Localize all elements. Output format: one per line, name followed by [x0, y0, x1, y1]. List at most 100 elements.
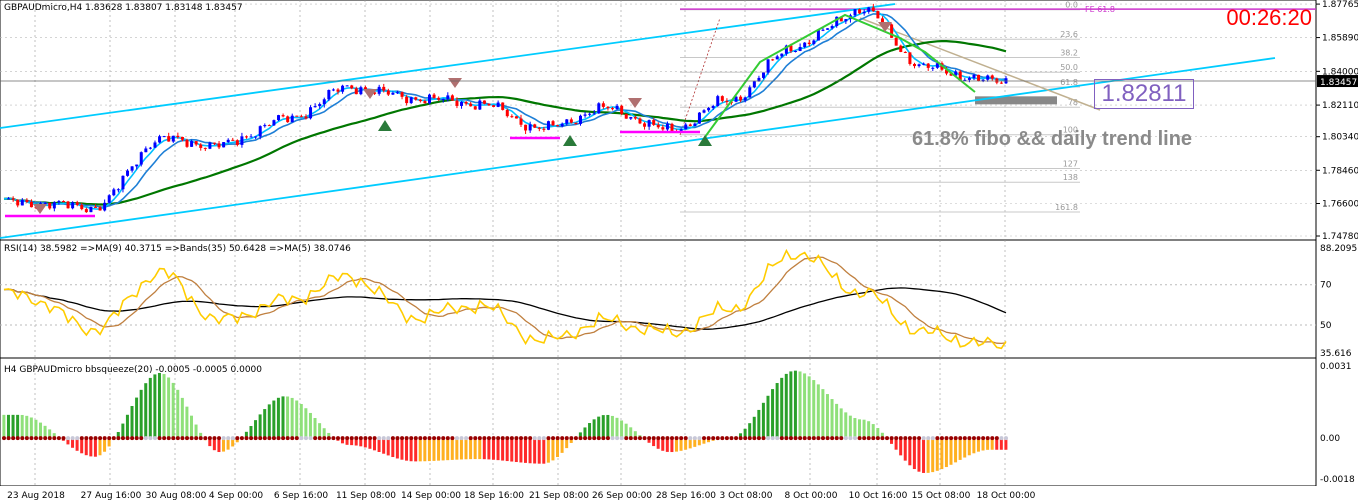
candle-body — [853, 9, 857, 16]
squeeze-dot — [967, 436, 972, 441]
squeeze-dot — [116, 436, 121, 441]
candle-body — [771, 59, 775, 61]
bbsqueeze-bar — [171, 382, 175, 439]
squeeze-dot — [724, 436, 729, 441]
squeeze-dot — [692, 436, 697, 441]
squeeze-dot — [953, 436, 958, 441]
candle-body — [812, 40, 816, 44]
candle-body — [176, 135, 180, 138]
rsi-pane[interactable]: 88.2095 70 50 35.616 — [0, 240, 1358, 358]
squeeze-dot — [203, 436, 208, 441]
candle-body — [318, 104, 322, 107]
squeeze-dot — [848, 436, 853, 441]
time-label: 14 Sep 00:00 — [401, 491, 461, 501]
ma-mid-line — [3, 13, 1007, 208]
candle-body — [487, 103, 491, 106]
squeeze-dot — [230, 436, 235, 441]
rsi-tick-label: 70 — [1320, 281, 1332, 291]
bbsqueeze-bar — [912, 438, 916, 470]
current-price-label: 1.83457 — [1320, 78, 1357, 88]
bbsqueeze-bar — [295, 400, 299, 439]
squeeze-dot — [706, 436, 711, 441]
candle-body — [876, 11, 880, 19]
candle-body — [601, 103, 605, 107]
squeeze-dot — [665, 436, 670, 441]
squeeze-dot — [949, 436, 954, 441]
squeeze-dot — [157, 436, 162, 441]
bbsqueeze-tick-label: 0.0031 — [1320, 362, 1352, 372]
bbsqueeze-bar — [496, 438, 500, 461]
rsi-tick-label: 88.2095 — [1320, 244, 1357, 254]
bbsqueeze-bar — [373, 438, 377, 451]
candle-body — [615, 105, 619, 110]
candle-body — [656, 124, 660, 128]
bbsqueeze-bar — [816, 384, 820, 439]
bbsqueeze-bar — [304, 408, 308, 439]
sell-arrow-icon — [448, 78, 462, 88]
rsi-grid — [0, 240, 1317, 358]
squeeze-dot — [532, 436, 537, 441]
candle-body — [922, 63, 926, 65]
bbsqueeze-bar — [990, 438, 994, 450]
bbsqueeze-pane[interactable]: 0.0031 0.00 -0.0018 — [0, 358, 1358, 486]
candle-body — [428, 94, 432, 104]
bbsqueeze-bar — [519, 438, 523, 463]
bbsqueeze-bar — [830, 399, 834, 439]
bbsqueeze-bar — [739, 433, 743, 439]
bbsqueeze-header: H4 GBPAUDmicro bbsqueeze(20) -0.0005 -0.… — [4, 365, 263, 375]
bbsqueeze-bar — [697, 438, 701, 446]
bbsqueeze-bar — [368, 438, 372, 449]
squeeze-dot — [436, 436, 441, 441]
bbsqueeze-bar — [835, 403, 839, 439]
bbsqueeze-bar — [185, 406, 189, 439]
time-label: 26 Sep 00:00 — [592, 491, 652, 501]
candle-body — [533, 124, 537, 128]
fib-level-label: 78 — [1068, 98, 1078, 107]
candle-body — [620, 105, 624, 114]
price-label-box[interactable]: 1.82811 — [1094, 79, 1194, 109]
bbsqueeze-bar — [34, 419, 38, 439]
candle-body — [821, 29, 825, 31]
bbsqueeze-bar — [684, 438, 688, 450]
bbsqueeze-bar — [89, 438, 93, 457]
bbsqueeze-bar — [107, 438, 111, 447]
squeeze-dot — [752, 436, 757, 441]
bbsqueeze-bar — [125, 414, 129, 439]
rsi-pane-frame — [0, 240, 1317, 358]
squeeze-dot — [24, 436, 29, 441]
time-axis: 23 Aug 2018 27 Aug 16:00 30 Aug 08:00 4 Sep… — [7, 491, 1035, 501]
bbsqueeze-bar — [693, 438, 697, 447]
squeeze-dot — [331, 436, 336, 441]
time-label: 18 Sep 16:00 — [464, 491, 524, 501]
bbsqueeze-bar — [771, 389, 775, 439]
candle-body — [432, 94, 436, 98]
candle-body — [437, 97, 441, 100]
squeeze-dot — [239, 436, 244, 441]
candle-body — [71, 202, 75, 209]
squeeze-dot — [450, 436, 455, 441]
bbsqueeze-bar — [180, 397, 184, 439]
bbsqueeze-bar — [121, 423, 125, 439]
candle-body — [569, 119, 573, 123]
trend-channel — [0, 3, 1276, 239]
bbsqueeze-bar — [569, 438, 573, 443]
bbsqueeze-bar — [857, 419, 861, 439]
bbsqueeze-bar — [66, 438, 70, 445]
candle-body — [153, 142, 157, 148]
squeeze-dot — [619, 436, 624, 441]
candle-body — [880, 18, 884, 25]
bbsqueeze-bar — [592, 419, 596, 439]
bbsqueeze-bar — [1004, 438, 1008, 450]
squeeze-dot — [985, 436, 990, 441]
bbsqueeze-bar — [382, 438, 386, 454]
candle-body — [423, 101, 427, 104]
bbsqueeze-bar — [597, 416, 601, 439]
squeeze-dot — [432, 436, 437, 441]
candle-body — [935, 63, 939, 68]
squeeze-dot — [84, 436, 89, 441]
bbsqueeze-bar — [926, 438, 930, 473]
bbsqueeze-bar — [414, 438, 418, 462]
time-label: 11 Sep 08:00 — [336, 491, 396, 501]
candle-body — [537, 127, 541, 129]
